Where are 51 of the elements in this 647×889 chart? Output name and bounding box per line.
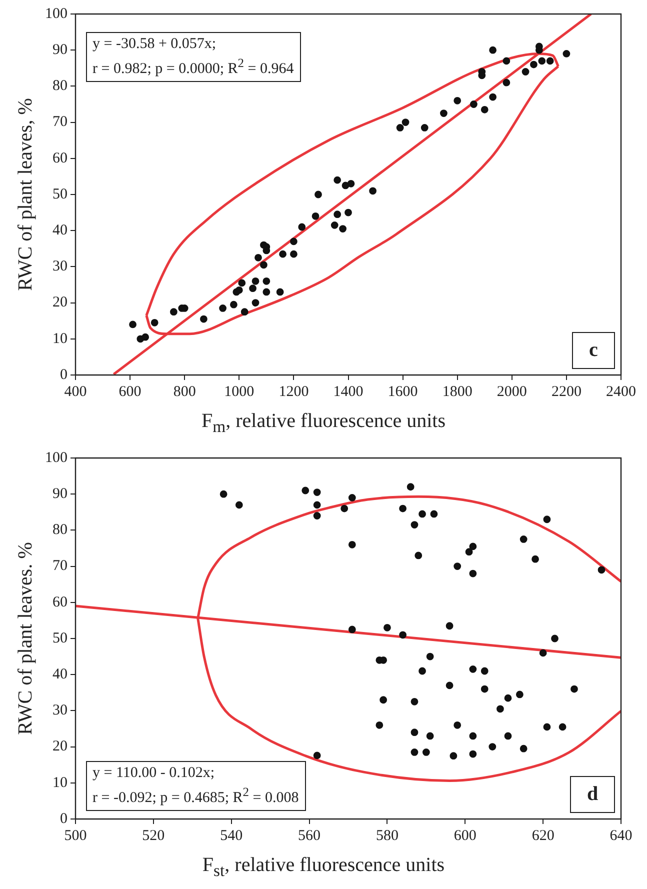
y-axis-title: RWC of plant leaves. %: [14, 542, 36, 735]
x-tick-label: 1000: [224, 384, 254, 400]
x-tick-label: 540: [220, 828, 243, 844]
x-tick-label: 1800: [442, 384, 472, 400]
x-tick-label: 600: [454, 828, 476, 844]
y-tick-label: 20: [52, 738, 68, 755]
annotation: c: [572, 332, 615, 369]
x-tick-label: 500: [64, 828, 87, 844]
x-tick-label: 2200: [551, 384, 582, 400]
y-tick-label: 20: [52, 294, 68, 311]
y-tick-label: 50: [52, 186, 68, 202]
y-tick-label: 100: [45, 6, 68, 22]
y-tick-label: 90: [52, 42, 68, 58]
x-tick-label: 800: [173, 384, 196, 400]
y-tick-label: 30: [52, 258, 68, 275]
y-tick-label: 0: [60, 366, 68, 383]
x-tick-label: 1600: [388, 384, 418, 400]
annotation: y = -30.58 + 0.057x;: [92, 35, 218, 54]
y-tick-label: 60: [52, 594, 68, 610]
x-tick-label: 2000: [496, 384, 527, 400]
y-tick-label: 30: [52, 702, 68, 719]
y-tick-label: 10: [52, 774, 68, 791]
annotation: y = 110.00 - 0.102x;: [92, 764, 216, 783]
x-tick-label: 2400: [606, 384, 636, 400]
annotation: r = -0.092; p = 0.4685; R$^{2}$ = 0.008: [92, 784, 299, 808]
annotation: d: [570, 776, 616, 813]
x-tick-label: 600: [118, 384, 142, 400]
y-tick-label: 0: [60, 810, 68, 827]
y-tick-label: 40: [52, 666, 68, 683]
y-tick-label: 50: [52, 630, 68, 646]
x-tick-label: 580: [376, 828, 398, 844]
x-tick-label: 640: [610, 828, 632, 844]
y-tick-label: 70: [52, 558, 68, 574]
y-tick-label: 70: [52, 114, 68, 130]
y-tick-label: 60: [52, 150, 68, 166]
x-tick-label: 1200: [278, 384, 309, 400]
x-tick-label: 560: [298, 828, 321, 844]
y-tick-label: 40: [52, 222, 68, 239]
y-tick-label: 80: [52, 78, 68, 94]
x-axis-title: F$_{st}$, relative fluorescence units: [201, 854, 446, 881]
y-tick-label: 10: [52, 330, 68, 347]
y-tick-label: 80: [52, 522, 68, 538]
x-tick-label: 1400: [333, 384, 364, 400]
y-tick-label: 90: [52, 486, 68, 502]
x-tick-label: 400: [64, 384, 87, 400]
y-axis-title: RWC of plant leaves, %: [14, 98, 36, 291]
x-tick-label: 620: [532, 828, 554, 844]
x-tick-label: 520: [142, 828, 165, 844]
x-axis-title: F$_{m}$, relative fluorescence units: [200, 410, 446, 437]
y-tick-label: 100: [45, 450, 68, 466]
annotation: r = 0.982; p = 0.0000; R$^{2}$ = 0.964: [92, 55, 294, 79]
